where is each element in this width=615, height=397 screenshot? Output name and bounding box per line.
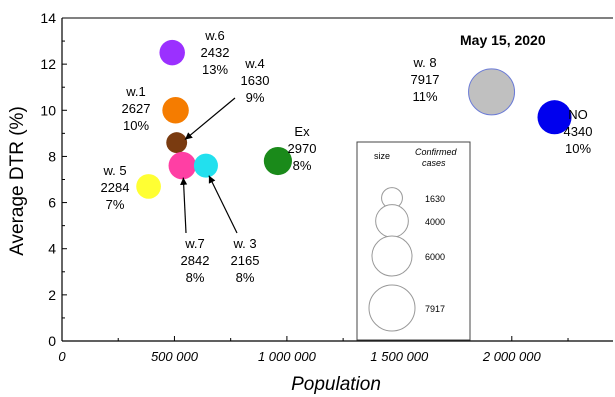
point-label-cases-label: 4340 (564, 124, 593, 139)
legend-size-header: size (374, 151, 390, 161)
annotation-arrow (180, 177, 188, 234)
y-tick-label: 6 (48, 195, 56, 211)
x-tick-label: 1 500 000 (370, 349, 429, 364)
bubble-point (162, 97, 189, 124)
point-label-cases-label: 1630 (241, 73, 270, 88)
point-label-cases-label: 7917 (411, 72, 440, 87)
bubble-point (166, 132, 188, 154)
point-label-label: NO (568, 107, 588, 122)
point-label-cases-label: 2970 (288, 141, 317, 156)
point-label-label: w. 5 (102, 163, 126, 178)
point-label-pct-label: 13% (202, 62, 228, 77)
annotation-arrows (180, 97, 238, 234)
bubble-point (468, 68, 516, 116)
point-label-cases-label: 2627 (122, 101, 151, 116)
legend-size-circle (375, 204, 409, 238)
bubble-point (193, 153, 218, 178)
y-tick-label: 4 (48, 241, 56, 257)
y-tick-label: 0 (48, 333, 56, 349)
point-label-label: w.4 (244, 56, 265, 71)
point-label-cases-label: 2165 (231, 253, 260, 268)
y-axis-title: Average DTR (%) (7, 106, 28, 256)
legend-size-label: 6000 (425, 252, 445, 262)
legend-cases-header-1: Confirmed (415, 147, 458, 157)
point-label-cases-label: 2284 (101, 180, 130, 195)
legend-size-label: 4000 (425, 217, 445, 227)
x-axis-title: Population (291, 374, 381, 395)
point-label-cases-label: 2842 (181, 253, 210, 268)
point-label-label: w. 3 (232, 236, 256, 251)
legend-size-label: 1630 (425, 194, 445, 204)
point-label-label: Ex (294, 124, 310, 139)
y-tick-label: 12 (40, 56, 56, 72)
legend-size-circle (368, 284, 416, 332)
point-labels: w.6 2432 13% w.1 2627 10% w.4 1630 9% w. 5 2284 7% w… (101, 28, 593, 285)
x-tick-label: 500 000 (151, 349, 199, 364)
point-label-pct-label: 10% (123, 118, 149, 133)
point-label-pct-label: 9% (246, 90, 265, 105)
point-label-label: w.6 (204, 28, 225, 43)
x-tick-label: 2 000 000 (482, 349, 542, 364)
bubbles (136, 39, 572, 199)
legend-size-label: 7917 (425, 304, 445, 314)
point-label-label: w. 8 (412, 55, 436, 70)
annotation-arrow (208, 175, 238, 234)
y-tick-label: 8 (48, 148, 56, 164)
x-tick-label: 0 (58, 349, 66, 364)
legend-size-circle (371, 235, 413, 277)
point-label-label: w.7 (184, 236, 205, 251)
legend-cases-header-2: cases (422, 158, 446, 168)
bubble-point (168, 151, 197, 180)
x-tick-label: 1 000 000 (258, 349, 317, 364)
bubble-point (136, 174, 161, 199)
y-tick-label: 14 (40, 10, 56, 26)
annotation-arrow (184, 97, 236, 141)
point-label-pct-label: 8% (236, 270, 255, 285)
bubble-point (263, 146, 292, 176)
bubble-point (159, 39, 185, 66)
x-axis: 0 500 000 1 000 000 1 500 000 2 000 000 (58, 336, 569, 364)
point-label-pct-label: 8% (293, 158, 312, 173)
bubble-point (537, 100, 572, 135)
point-label-label: w.1 (125, 84, 146, 99)
point-label-pct-label: 7% (106, 197, 125, 212)
point-label-pct-label: 8% (186, 270, 205, 285)
chart-title: May 15, 2020 (460, 32, 546, 48)
point-label-pct-label: 11% (412, 89, 437, 104)
y-tick-label: 10 (40, 102, 56, 118)
y-axis: 0 2 4 6 8 10 12 14 (40, 10, 67, 349)
size-legend: size Confirmed cases 1630 4000 6000 7917 (356, 141, 471, 341)
point-label-cases-label: 2432 (201, 45, 230, 60)
point-label-pct-label: 10% (565, 141, 591, 156)
y-tick-label: 2 (48, 287, 56, 303)
